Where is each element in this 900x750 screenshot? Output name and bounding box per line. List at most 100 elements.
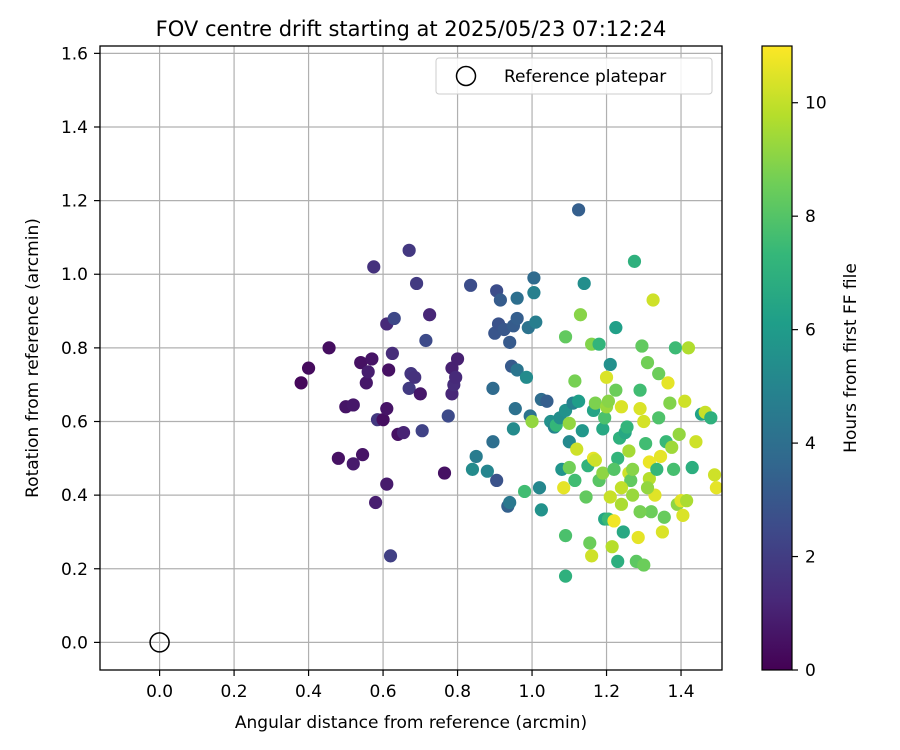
data-point <box>510 363 524 377</box>
data-point <box>508 402 522 416</box>
data-point <box>449 370 463 384</box>
data-point <box>631 530 645 545</box>
data-point <box>382 363 396 377</box>
data-point <box>627 254 642 268</box>
data-point <box>672 427 686 441</box>
data-point <box>525 414 539 429</box>
legend: Reference platepar <box>435 57 713 95</box>
data-point <box>652 411 666 425</box>
data-point <box>583 536 597 550</box>
data-point <box>367 260 381 274</box>
data-point <box>657 510 671 524</box>
data-point <box>614 481 629 495</box>
data-point <box>359 376 373 390</box>
data-point <box>676 508 690 522</box>
x-tick-label: 0.6 <box>370 682 397 702</box>
data-point <box>644 505 658 519</box>
data-point <box>423 308 437 322</box>
chart-title: FOV centre drift starting at 2025/05/23 … <box>156 17 667 41</box>
data-point <box>413 387 427 401</box>
data-point <box>637 414 651 429</box>
data-point <box>369 495 383 510</box>
data-point <box>707 468 722 482</box>
data-point <box>640 481 655 495</box>
data-point <box>322 341 336 355</box>
data-point <box>637 558 651 572</box>
data-point <box>626 462 640 476</box>
data-point <box>562 460 576 475</box>
data-point <box>346 398 360 412</box>
data-point <box>663 396 677 410</box>
data-point <box>558 529 573 543</box>
x-tick-label: 0.0 <box>146 682 173 702</box>
data-point <box>624 473 638 488</box>
data-point <box>387 311 401 326</box>
data-point <box>579 490 593 504</box>
data-point <box>596 466 610 480</box>
colorbar-tick-label: 8 <box>805 207 816 227</box>
data-point <box>419 333 433 348</box>
data-point <box>650 462 664 476</box>
data-point <box>603 490 617 504</box>
data-point <box>506 422 521 436</box>
data-point <box>486 381 500 395</box>
data-point <box>441 409 455 423</box>
data-point <box>573 308 588 322</box>
y-tick-label: 1.0 <box>61 265 88 285</box>
reference-marker <box>149 632 170 653</box>
data-point <box>361 365 375 379</box>
data-point <box>603 357 617 372</box>
data-point <box>486 435 500 449</box>
data-point <box>611 451 625 465</box>
data-point <box>633 402 647 416</box>
colorbar-tick-label: 0 <box>805 661 816 681</box>
x-tick-label: 0.4 <box>295 682 322 702</box>
data-point <box>331 451 345 465</box>
y-axis-ticks: 0.0 0.2 0.4 0.6 0.8 1.0 1.2 1.4 1.6 <box>61 44 100 653</box>
data-point <box>609 321 623 335</box>
data-point <box>585 549 599 563</box>
data-point <box>689 435 703 449</box>
data-point <box>402 381 416 395</box>
data-point <box>355 448 370 462</box>
y-axis-label: Rotation from reference (arcmin) <box>23 218 43 498</box>
data-point <box>465 462 480 476</box>
grid-lines <box>100 46 722 670</box>
x-axis-label: Angular distance from reference (arcmin) <box>235 713 587 733</box>
data-point <box>354 356 368 370</box>
data-point <box>605 540 619 554</box>
data-point <box>633 383 647 397</box>
data-point <box>622 444 636 458</box>
y-tick-label: 0.0 <box>61 633 88 653</box>
data-point <box>503 335 517 349</box>
plot-frame <box>99 45 723 671</box>
data-point <box>385 346 399 360</box>
colorbar-label: Hours from first FF file <box>841 263 861 453</box>
reference-platepar-point <box>149 632 170 653</box>
colorbar-tick-label: 4 <box>805 434 816 454</box>
data-point <box>294 376 308 390</box>
data-point <box>415 424 429 438</box>
data-point <box>609 383 623 397</box>
data-point <box>601 394 616 408</box>
data-point <box>527 286 541 300</box>
y-tick-label: 0.2 <box>61 560 88 580</box>
x-tick-label: 1.4 <box>668 682 695 702</box>
y-tick-label: 1.4 <box>61 118 88 138</box>
data-point <box>301 361 316 375</box>
data-point <box>396 425 411 440</box>
x-tick-label: 1.0 <box>519 682 546 702</box>
colorbar-tick-label: 2 <box>805 548 816 568</box>
data-point <box>532 481 547 495</box>
data-point <box>510 311 524 326</box>
x-tick-label: 0.8 <box>444 682 471 702</box>
data-point <box>534 503 548 517</box>
data-point <box>599 370 614 384</box>
data-point <box>681 341 696 355</box>
data-point <box>685 460 699 475</box>
data-point <box>588 396 602 410</box>
data-point <box>668 341 683 355</box>
data-point <box>408 370 422 384</box>
x-tick-label: 1.2 <box>593 682 620 702</box>
